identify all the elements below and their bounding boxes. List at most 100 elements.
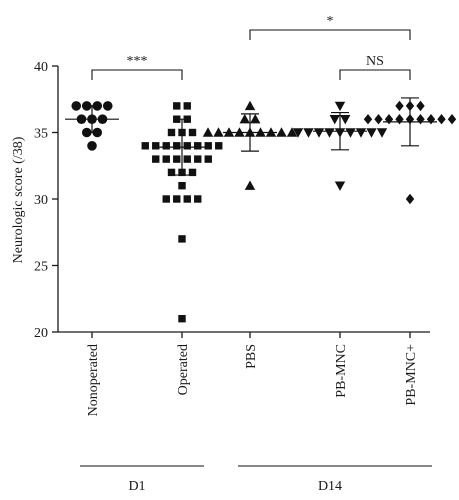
data-point (345, 128, 356, 138)
data-point (366, 128, 377, 138)
data-point (92, 101, 103, 111)
data-point (416, 100, 425, 112)
y-tick-label: 35 (34, 127, 48, 142)
data-point (173, 102, 181, 110)
data-point (76, 114, 87, 124)
data-point (102, 101, 113, 111)
data-point (152, 155, 160, 163)
data-point (292, 128, 304, 138)
data-point (178, 182, 186, 190)
data-point (255, 127, 266, 137)
data-point (202, 127, 214, 137)
data-point (244, 180, 256, 190)
data-point (286, 127, 298, 137)
data-point (437, 114, 446, 125)
data-point (194, 195, 202, 203)
data-point (405, 100, 415, 112)
data-point (152, 142, 160, 150)
data-point (167, 168, 176, 177)
x-tick-label: Nonoperated (86, 344, 101, 416)
data-point (173, 115, 181, 123)
data-point (173, 195, 181, 203)
data-point (178, 235, 186, 243)
data-point (355, 128, 367, 138)
data-point (313, 128, 325, 138)
data-point (188, 168, 197, 177)
data-point (426, 114, 436, 125)
data-point (87, 141, 97, 151)
data-point (416, 114, 425, 125)
data-point (223, 127, 235, 137)
data-point (244, 127, 256, 137)
data-point (71, 101, 82, 111)
y-tick-label: 30 (34, 193, 48, 208)
data-point (183, 195, 191, 203)
data-point (97, 114, 108, 124)
data-point (188, 128, 197, 137)
data-point (250, 114, 261, 124)
data-point (334, 128, 346, 138)
data-point (178, 315, 186, 323)
data-point (324, 128, 335, 138)
data-point (276, 127, 287, 137)
y-ticks: 20 25 30 35 40 (34, 60, 58, 341)
group-label: D1 (128, 479, 145, 494)
data-point (204, 142, 212, 150)
x-tick-labels: Nonoperated Operated PBS PB-MNC PB-MNC+ (86, 332, 419, 416)
axes (57, 66, 430, 333)
data-point (244, 100, 256, 111)
data-point (329, 115, 340, 125)
data-point (363, 114, 373, 125)
data-point (234, 127, 245, 137)
data-point (167, 128, 176, 137)
data-point (204, 155, 212, 163)
data-point (162, 155, 170, 163)
data-point (334, 101, 346, 112)
significance-bracket (339, 69, 411, 80)
data-point (395, 114, 404, 125)
data-point (239, 114, 250, 124)
data-point (405, 114, 415, 125)
data-point (173, 142, 181, 150)
data-point (183, 142, 191, 150)
data-point (340, 115, 351, 125)
data-point (384, 114, 394, 125)
data-point (81, 127, 92, 138)
data-point (183, 102, 191, 110)
data-point (265, 127, 277, 137)
data-point (447, 114, 457, 125)
data-point (183, 115, 191, 123)
data-point (194, 142, 202, 150)
data-point (141, 142, 149, 150)
data-point (87, 114, 97, 124)
x-tick-label: PBS (244, 344, 259, 369)
data-point (334, 181, 346, 191)
significance-bracket (91, 69, 183, 80)
data-point (374, 114, 383, 125)
group-label: D14 (318, 479, 342, 494)
y-axis-label: Neurologic score (/38) (11, 136, 26, 263)
significance-brackets: ****NS (91, 14, 411, 80)
y-tick-label: 40 (34, 60, 48, 75)
data-point (183, 155, 191, 163)
data-point (92, 127, 103, 138)
data-point (376, 128, 388, 138)
significance-label: NS (366, 54, 384, 69)
significance-bracket (249, 29, 411, 40)
significance-label: *** (127, 54, 148, 69)
significance-label: * (327, 14, 334, 29)
y-tick-label: 25 (34, 260, 48, 275)
y-tick-label: 20 (34, 326, 48, 341)
data-point (173, 155, 181, 163)
data-point (162, 142, 170, 150)
data-points (71, 100, 457, 323)
x-tick-label: PB-MNC+ (404, 344, 419, 406)
x-tick-label: PB-MNC (334, 344, 349, 398)
data-point (303, 128, 314, 138)
x-tick-label: Operated (176, 344, 191, 395)
data-point (178, 128, 186, 137)
data-point (194, 155, 202, 163)
data-point (81, 101, 92, 111)
group-labels: D1 D14 (80, 465, 432, 494)
